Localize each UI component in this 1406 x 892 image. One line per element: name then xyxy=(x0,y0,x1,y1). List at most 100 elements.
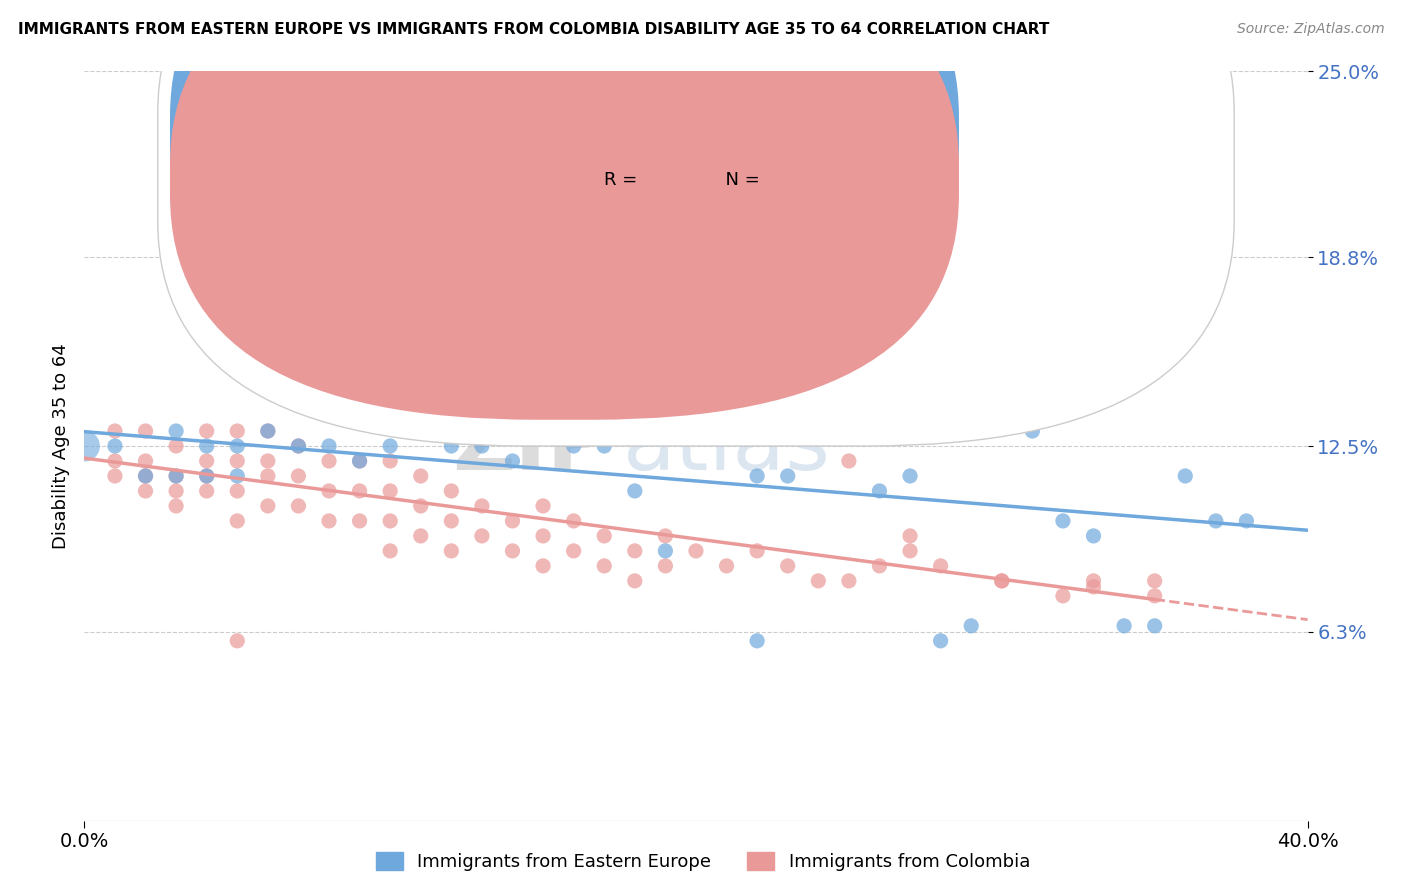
Point xyxy=(257,424,280,438)
Point xyxy=(807,334,830,348)
Text: N =: N = xyxy=(714,122,766,140)
Point xyxy=(869,558,891,573)
Point xyxy=(807,574,830,588)
Point xyxy=(104,424,127,438)
Point xyxy=(104,439,127,453)
Point xyxy=(165,469,187,483)
Point xyxy=(898,469,921,483)
Point xyxy=(1174,469,1197,483)
Point xyxy=(929,633,952,648)
Point xyxy=(226,424,249,438)
Y-axis label: Disability Age 35 to 64: Disability Age 35 to 64 xyxy=(52,343,70,549)
Point xyxy=(531,529,554,543)
Point xyxy=(165,469,187,483)
Point xyxy=(226,483,249,498)
Legend: Immigrants from Eastern Europe, Immigrants from Colombia: Immigrants from Eastern Europe, Immigran… xyxy=(368,845,1038,879)
Point xyxy=(1083,580,1105,594)
Point xyxy=(73,439,96,453)
Point xyxy=(380,514,402,528)
Point xyxy=(380,483,402,498)
Point xyxy=(716,558,738,573)
Point xyxy=(135,454,157,468)
Point xyxy=(104,454,127,468)
Point xyxy=(1083,529,1105,543)
Point xyxy=(1143,574,1166,588)
Text: 77: 77 xyxy=(776,171,800,189)
Point xyxy=(593,529,616,543)
Text: 44: 44 xyxy=(776,122,800,140)
Point xyxy=(1143,619,1166,633)
Text: N =: N = xyxy=(714,171,766,189)
Point xyxy=(624,544,647,558)
Point xyxy=(562,439,585,453)
Point xyxy=(349,454,371,468)
Point xyxy=(380,409,402,423)
Point xyxy=(440,544,463,558)
Point xyxy=(195,439,218,453)
Point xyxy=(409,424,432,438)
Point xyxy=(1114,619,1136,633)
Point xyxy=(165,439,187,453)
Text: IMMIGRANTS FROM EASTERN EUROPE VS IMMIGRANTS FROM COLOMBIA DISABILITY AGE 35 TO : IMMIGRANTS FROM EASTERN EUROPE VS IMMIGR… xyxy=(18,22,1050,37)
Point xyxy=(654,558,676,573)
Point xyxy=(838,574,860,588)
Point xyxy=(716,424,738,438)
Point xyxy=(380,544,402,558)
Point xyxy=(226,469,249,483)
Point xyxy=(838,424,860,438)
Point xyxy=(654,529,676,543)
Point xyxy=(1083,574,1105,588)
Point xyxy=(195,424,218,438)
Point xyxy=(409,529,432,543)
Text: R =: R = xyxy=(605,122,643,140)
Point xyxy=(287,469,309,483)
Point xyxy=(747,633,769,648)
Point xyxy=(195,454,218,468)
Point xyxy=(349,514,371,528)
Point xyxy=(349,454,371,468)
Point xyxy=(165,499,187,513)
Text: R =: R = xyxy=(605,171,643,189)
Point xyxy=(226,439,249,453)
Point xyxy=(440,483,463,498)
Point xyxy=(471,529,494,543)
Point xyxy=(1052,589,1074,603)
Point xyxy=(380,439,402,453)
Point xyxy=(562,544,585,558)
Point xyxy=(349,483,371,498)
Point xyxy=(257,424,280,438)
Point xyxy=(869,483,891,498)
Point xyxy=(593,439,616,453)
FancyBboxPatch shape xyxy=(157,0,1234,446)
Point xyxy=(747,544,769,558)
FancyBboxPatch shape xyxy=(170,0,959,420)
Point xyxy=(776,558,799,573)
Text: -0.103: -0.103 xyxy=(654,171,717,189)
Point xyxy=(1205,514,1227,528)
Point xyxy=(960,619,983,633)
Point xyxy=(135,469,157,483)
Point xyxy=(654,544,676,558)
Point xyxy=(195,483,218,498)
Point xyxy=(624,483,647,498)
Point xyxy=(165,483,187,498)
Point xyxy=(991,304,1014,318)
Point xyxy=(502,514,524,528)
Point xyxy=(747,469,769,483)
Point xyxy=(1052,514,1074,528)
Point xyxy=(1143,589,1166,603)
Text: -0.040: -0.040 xyxy=(654,122,717,140)
Point xyxy=(685,409,707,423)
Text: atlas: atlas xyxy=(623,404,831,488)
Point xyxy=(409,469,432,483)
Point xyxy=(318,483,340,498)
Point xyxy=(380,454,402,468)
Point xyxy=(929,558,952,573)
Point xyxy=(471,439,494,453)
Point xyxy=(318,439,340,453)
Point xyxy=(287,439,309,453)
Point xyxy=(318,514,340,528)
Point xyxy=(440,439,463,453)
Point xyxy=(1021,424,1043,438)
Point xyxy=(593,558,616,573)
